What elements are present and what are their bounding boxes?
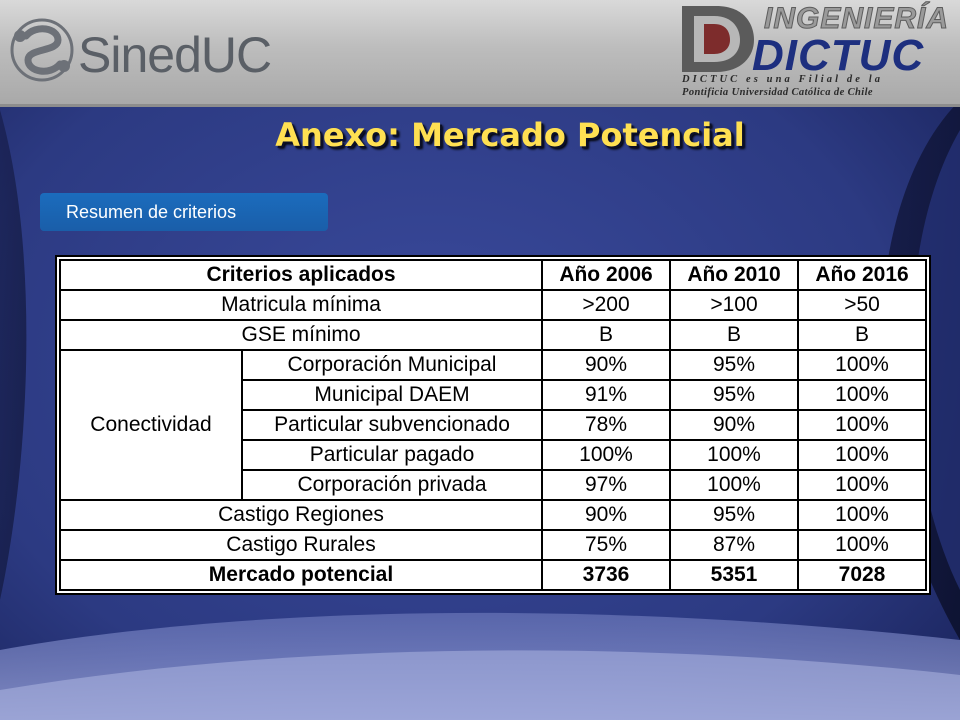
cell-value: 100% — [669, 439, 799, 471]
cell-value: 100% — [797, 499, 927, 531]
cell-value: 100% — [797, 529, 927, 561]
row-label: Particular subvencionado — [241, 409, 543, 441]
header-year-2016: Año 2016 — [797, 259, 927, 291]
cell-value: 100% — [541, 439, 671, 471]
header-year-2006: Año 2006 — [541, 259, 671, 291]
cell-value: B — [797, 319, 927, 351]
row-label: Municipal DAEM — [241, 379, 543, 411]
cell-value: 100% — [797, 409, 927, 441]
table-row: Castigo Rurales 75% 87% 100% — [59, 529, 927, 561]
cell-value: 100% — [669, 469, 799, 501]
row-label: GSE mínimo — [59, 319, 543, 351]
cell-value: >200 — [541, 289, 671, 321]
total-value: 5351 — [669, 559, 799, 591]
table-row: Corporación privada 97% 100% 100% — [60, 469, 927, 501]
criteria-table: Criterios aplicados Año 2006 Año 2010 Añ… — [59, 259, 927, 591]
table-row: Matricula mínima >200 >100 >50 — [59, 289, 927, 321]
table-row: Particular pagado 100% 100% 100% — [60, 439, 927, 471]
cell-value: 100% — [797, 349, 927, 381]
header-band: SinedUC INGENIERÍA DICTUC DICTUC es una … — [0, 0, 960, 107]
dictuc-main-text: DICTUC — [752, 31, 925, 80]
cell-value: 95% — [669, 499, 799, 531]
table-row: Particular subvencionado 78% 90% 100% — [60, 409, 927, 441]
dictuc-logo: INGENIERÍA DICTUC DICTUC es una Filial d… — [672, 0, 960, 104]
group-label-conectividad: Conectividad — [59, 349, 243, 501]
dictuc-d-emblem-icon — [682, 6, 754, 72]
cell-value: B — [541, 319, 671, 351]
row-label: Castigo Regiones — [59, 499, 543, 531]
row-label: Corporación Municipal — [241, 349, 543, 381]
cell-value: >50 — [797, 289, 927, 321]
cell-value: 97% — [541, 469, 671, 501]
total-value: 3736 — [541, 559, 671, 591]
cell-value: 90% — [541, 499, 671, 531]
table-row: Conectividad Corporación Municipal 90% 9… — [59, 349, 927, 501]
header-criterios: Criterios aplicados — [59, 259, 543, 291]
table-row: Castigo Regiones 90% 95% 100% — [59, 499, 927, 531]
dictuc-tagline-1: DICTUC es una Filial de la — [682, 74, 884, 85]
criteria-table-frame: Criterios aplicados Año 2006 Año 2010 Añ… — [55, 255, 931, 595]
cell-value: 90% — [669, 409, 799, 441]
slide-title: Anexo: Mercado Potencial — [275, 116, 745, 154]
cell-value: 100% — [797, 469, 927, 501]
table-row: GSE mínimo B B B — [59, 319, 927, 351]
cell-value: 100% — [797, 439, 927, 471]
row-label: Corporación privada — [241, 469, 543, 501]
total-label: Mercado potencial — [59, 559, 543, 591]
sineduc-emblem-icon — [10, 18, 74, 82]
cell-value: 95% — [669, 349, 799, 381]
header-year-2010: Año 2010 — [669, 259, 799, 291]
total-value: 7028 — [797, 559, 927, 591]
cell-value: 95% — [669, 379, 799, 411]
row-label: Matricula mínima — [59, 289, 543, 321]
cell-value: >100 — [669, 289, 799, 321]
table-header-row: Criterios aplicados Año 2006 Año 2010 Añ… — [59, 259, 927, 291]
dictuc-ingenieria-text: INGENIERÍA — [763, 2, 950, 35]
cell-value: 91% — [541, 379, 671, 411]
row-label: Castigo Rurales — [59, 529, 543, 561]
cell-value: 100% — [797, 379, 927, 411]
sineduc-logo: SinedUC — [6, 6, 286, 96]
sineduc-logo-text: SinedUC — [78, 27, 272, 83]
table-row: Municipal DAEM 91% 95% 100% — [60, 379, 927, 411]
cell-value: B — [669, 319, 799, 351]
cell-value: 87% — [669, 529, 799, 561]
cell-value: 90% — [541, 349, 671, 381]
row-label: Particular pagado — [241, 439, 543, 471]
table-total-row: Mercado potencial 3736 5351 7028 — [59, 559, 927, 591]
cell-value: 75% — [541, 529, 671, 561]
section-label: Resumen de criterios — [40, 193, 328, 231]
dictuc-tagline-2: Pontificia Universidad Católica de Chile — [682, 87, 873, 98]
cell-value: 78% — [541, 409, 671, 441]
